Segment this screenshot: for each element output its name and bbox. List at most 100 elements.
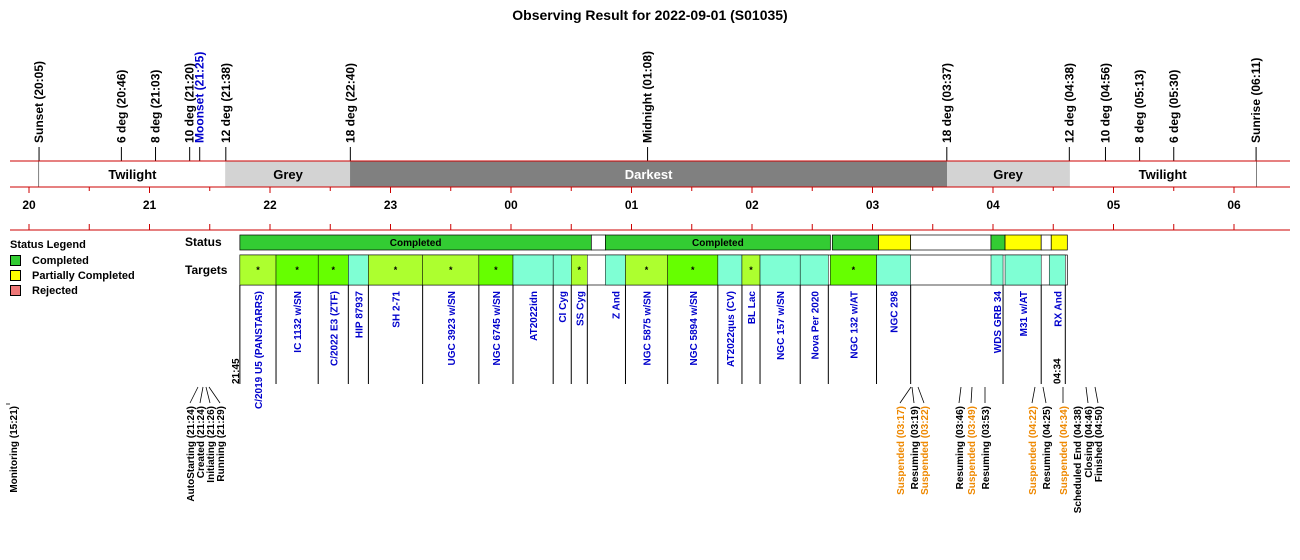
sky-band: [350, 161, 947, 187]
target-name: BL Lac: [747, 291, 758, 325]
event-label: Initiating (21:26): [206, 406, 217, 483]
legend-label-completed: Completed: [32, 254, 89, 267]
event-connector: [189, 386, 199, 404]
sky-band-label: Grey: [273, 167, 303, 182]
sun-event-label: 8 deg (21:03): [149, 70, 163, 143]
sky-bands-layer: Twilight Grey Darkest Grey Twilight: [10, 160, 1290, 188]
target-name: UGC 3923 w/SN: [447, 291, 458, 365]
target-block: [799, 254, 829, 286]
sun-event-label: 6 deg (05:30): [1167, 70, 1181, 143]
sky-band: [1069, 161, 1257, 187]
event-label: Suspended (03:22): [920, 406, 931, 495]
event-connector: [911, 386, 915, 404]
target-name: CI Cyg: [558, 291, 569, 323]
chart-title: Observing Result for 2022-09-01 (S01035): [512, 7, 787, 23]
sky-band: [39, 161, 226, 187]
event-label: Resuming (03:53): [981, 406, 992, 489]
event-label: Scheduled End (04:38): [1073, 406, 1084, 513]
target-name: HIP 87937: [354, 291, 365, 339]
target-name: NGC 298: [890, 291, 901, 333]
legend-label-partial: Partially Completed: [32, 269, 135, 282]
target-priority-mark: *: [295, 265, 299, 275]
target-block: [512, 254, 554, 286]
target-block: [1004, 254, 1042, 286]
event-label: Resuming (03:19): [910, 406, 921, 489]
event-label: Created (21:24): [196, 406, 207, 478]
target-name: RX And: [1053, 291, 1064, 327]
hour-tick-label: 01: [625, 198, 639, 212]
event-connector: [205, 386, 211, 404]
sky-band: [946, 161, 1070, 187]
event-label: Closing (04:46): [1084, 406, 1095, 478]
event-label: Finished (04:50): [1094, 406, 1105, 482]
target-priority-mark: *: [256, 265, 260, 275]
target-name: NGC 5875 w/SN: [643, 291, 654, 365]
target-priority-mark: *: [578, 265, 582, 275]
target-priority-mark: *: [852, 265, 856, 275]
status-legend: Status Legend Completed Partially Comple…: [10, 239, 170, 298]
status-segment: [590, 234, 606, 251]
event-label: Suspended (03:17): [896, 406, 907, 495]
sky-band: [225, 161, 351, 187]
target-block: [571, 254, 588, 286]
sky-band-label: Grey: [993, 167, 1023, 182]
target-block: [717, 254, 743, 286]
hour-tick-label: 21: [143, 198, 157, 212]
legend-swatch-rejected: [10, 285, 21, 296]
target-priority-mark: *: [691, 265, 695, 275]
target-name: AT2022qus (CV): [726, 291, 737, 367]
legend-label-rejected: Rejected: [32, 284, 78, 297]
hour-tick-label: 03: [866, 198, 880, 212]
status-segment: [1040, 234, 1052, 251]
target-block: [625, 254, 668, 286]
sun-event-label: Sunrise (06:11): [1249, 58, 1263, 143]
target-block: [275, 254, 319, 286]
sun-event-label: 10 deg (04:56): [1098, 63, 1112, 143]
status-segment: [605, 234, 831, 251]
sun-event-label: 10 deg (21:20): [183, 63, 197, 143]
event-connector: [1094, 386, 1099, 404]
event-label: Suspended (03:49): [967, 406, 978, 495]
target-name: Nova Per 2020: [810, 291, 821, 360]
hour-tick-label: 23: [384, 198, 398, 212]
time-axis-layer: 20 21 22 23 00 01 02 03 04 05 06: [10, 186, 1290, 231]
target-block: [1048, 254, 1066, 286]
sun-event-label: Sunset (20:05): [32, 61, 46, 143]
sun-event-label: Midnight (01:08): [641, 51, 655, 143]
target-block: [348, 254, 369, 286]
target-priority-mark: *: [394, 265, 398, 275]
event-connector: [958, 386, 962, 404]
target-block: [667, 254, 719, 286]
sky-band-label: Twilight: [108, 167, 157, 182]
target-priority-mark: *: [332, 265, 336, 275]
event-label: Resuming (04:25): [1042, 406, 1053, 489]
event-label: AutoStarting (21:24): [186, 406, 197, 502]
target-name: M31 w/AT: [1019, 291, 1030, 336]
target-name: SS Cyg: [575, 291, 586, 326]
event-label: Running (21:29): [216, 406, 227, 482]
event-connector: [1085, 386, 1089, 404]
target-priority-mark: *: [449, 265, 453, 275]
event-connector: [970, 386, 973, 404]
legend-item-partial: Partially Completed: [10, 268, 170, 283]
target-name: C/2019 U5 (PANSTARRS): [254, 291, 265, 409]
legend-swatch-partial: [10, 270, 21, 281]
target-block: [422, 254, 480, 286]
event-connector: [208, 386, 221, 404]
status-segment: [1050, 234, 1068, 251]
status-row: Completed Completed: [239, 234, 1068, 251]
event-label: Suspended (04:22): [1028, 406, 1039, 495]
status-segment-label: Completed: [390, 238, 442, 249]
event-label: Suspended (04:34): [1059, 406, 1070, 495]
status-segment-label: Completed: [692, 238, 744, 249]
event-label: Resuming (03:46): [955, 406, 966, 489]
sun-events-layer: Sunset (20:05) 6 deg (20:46) 8 deg (21:03)…: [32, 51, 1263, 187]
event-connector: [1031, 386, 1036, 404]
sun-event-label: 12 deg (04:38): [1062, 63, 1076, 143]
target-priority-mark: *: [494, 265, 498, 275]
target-name: AT2022idn: [529, 291, 540, 341]
target-block: [759, 254, 801, 286]
status-row-label: Status: [185, 235, 222, 249]
event-label: Monitoring (15:21): [9, 406, 20, 493]
